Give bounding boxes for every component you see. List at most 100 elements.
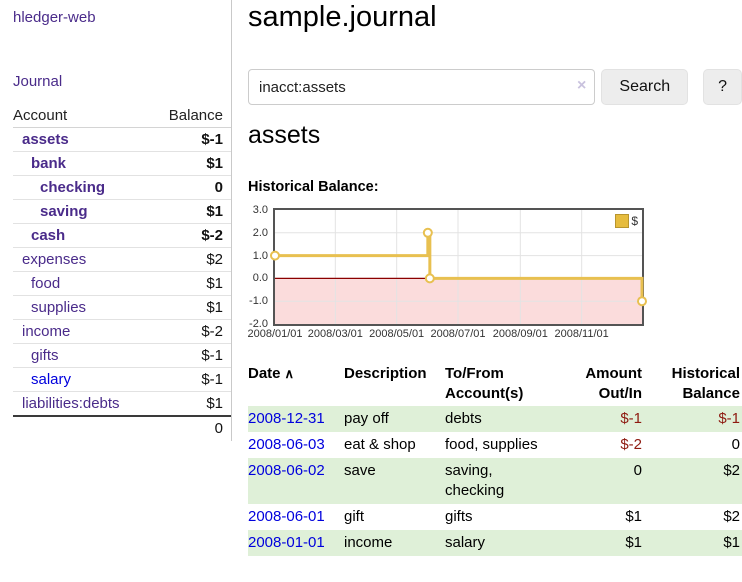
x-axis-tick-label: 2008/01/01 (247, 328, 303, 340)
account-link-supplies[interactable]: supplies (31, 299, 87, 316)
historical-balance-chart: $ 3.0 2.0 1.0 0.0 -1.0 -2.0 2008/01/01 2008/03/… (247, 202, 742, 344)
account-row: expenses $2 (13, 247, 231, 272)
accounts-table: Account Balance assets $-1 bank $1 check… (13, 104, 231, 440)
account-balance: $-2 (150, 319, 231, 344)
account-row: food $1 (13, 271, 231, 296)
transaction-amount: $-1 (620, 410, 642, 427)
account-link-saving[interactable]: saving (40, 203, 88, 220)
transaction-row: 2008-12-31 pay off debts $-1 $-1 (248, 406, 742, 432)
transaction-accounts: gifts (445, 508, 473, 525)
account-link-expenses[interactable]: expenses (22, 251, 87, 268)
account-balance: $1 (150, 151, 231, 176)
accounts-table-header: Account Balance (13, 104, 231, 128)
clear-search-icon[interactable]: × (577, 77, 587, 94)
account-balance: $1 (150, 199, 231, 224)
transaction-amount: 0 (633, 462, 642, 479)
amount-column-header: Amount Out/In (585, 365, 642, 402)
main-content: sample.journal × Search ? assets Histori… (247, 0, 742, 582)
account-link-gifts[interactable]: gifts (31, 347, 59, 364)
transaction-row: 2008-06-03 eat & shop food, supplies $-2… (248, 432, 742, 458)
transaction-balance: $1 (723, 534, 740, 551)
transaction-date-link[interactable]: 2008-06-01 (248, 508, 325, 525)
x-axis-tick-label: 2008/05/01 (369, 328, 425, 340)
x-axis-tick-label: 2008/09/01 (492, 328, 548, 340)
account-link-assets[interactable]: assets (22, 131, 69, 148)
account-row: cash $-2 (13, 223, 231, 248)
description-column-header: Description (344, 365, 427, 382)
y-axis-tick-label: 3.0 (252, 204, 268, 216)
transaction-accounts: debts (445, 410, 482, 427)
legend-label: $ (631, 214, 638, 228)
transaction-amount: $1 (625, 534, 642, 551)
tofrom-column-header: To/From Account(s) (445, 365, 524, 402)
x-axis-tick-label: 2008/03/01 (307, 328, 363, 340)
transaction-description: gift (344, 508, 365, 525)
transaction-balance: $2 (723, 462, 740, 479)
account-row: assets $-1 (13, 127, 231, 152)
legend-swatch-icon (615, 214, 630, 228)
sidebar-item-journal[interactable]: Journal (13, 73, 63, 90)
account-balance: $-2 (150, 223, 231, 248)
transaction-amount: $1 (625, 508, 642, 525)
y-axis-tick-label: -2.0 (249, 318, 268, 330)
account-row: bank $1 (13, 151, 231, 176)
transactions-table: Date ∧ Description To/From Account(s) Amo… (248, 362, 742, 556)
account-row: salary $-1 (13, 367, 231, 392)
transactions-header-row: Date ∧ Description To/From Account(s) Amo… (248, 362, 742, 406)
account-balance: $1 (150, 271, 231, 296)
y-axis-tick-label: 0.0 (252, 272, 268, 285)
transaction-description: income (344, 534, 393, 551)
transaction-date-link[interactable]: 2008-06-02 (248, 462, 325, 479)
search-form: × Search ? (248, 69, 742, 105)
transaction-amount: $-2 (620, 436, 642, 453)
transaction-date-link[interactable]: 2008-06-03 (248, 436, 325, 453)
account-link-salary[interactable]: salary (31, 371, 72, 388)
help-button[interactable]: ? (703, 69, 742, 105)
account-balance: $-1 (150, 367, 231, 392)
transaction-date-link[interactable]: 2008-01-01 (248, 534, 325, 551)
account-row: income $-2 (13, 319, 231, 344)
transaction-description: eat & shop (344, 436, 416, 453)
sidebar: hledger-web Journal Account Balance asse… (0, 0, 232, 441)
account-balance: $1 (150, 295, 231, 320)
app-title-link[interactable]: hledger-web (13, 9, 96, 26)
accounts-total-value: 0 (150, 415, 231, 440)
y-axis-tick-label: 2.0 (252, 226, 268, 239)
account-link-income[interactable]: income (22, 323, 71, 340)
transaction-balance: 0 (731, 436, 740, 453)
account-link-checking[interactable]: checking (40, 179, 106, 196)
search-input[interactable] (248, 69, 596, 105)
transaction-row: 2008-06-02 save saving, checking 0 $2 (248, 458, 742, 504)
account-link-food[interactable]: food (31, 275, 61, 292)
account-balance: $-1 (150, 343, 231, 368)
account-balance: $2 (150, 247, 231, 272)
search-button[interactable]: Search (601, 69, 689, 105)
transaction-date-link[interactable]: 2008-12-31 (248, 410, 325, 427)
y-axis-tick-label: -1.0 (249, 295, 268, 308)
y-axis-tick-label: 1.0 (252, 249, 268, 262)
account-link-bank[interactable]: bank (31, 155, 67, 172)
account-row: gifts $-1 (13, 343, 231, 368)
chart-legend: $ (615, 214, 638, 228)
account-link-cash[interactable]: cash (31, 227, 66, 244)
transaction-accounts: salary (445, 534, 486, 551)
account-row: supplies $1 (13, 295, 231, 320)
x-axis-tick-label: 2008/07/01 (430, 328, 486, 340)
transaction-description: pay off (344, 410, 389, 427)
balance-column-header: Balance (150, 104, 231, 128)
transaction-balance: $2 (723, 508, 740, 525)
account-link-liabilities-debts[interactable]: liabilities:debts (22, 395, 120, 412)
account-heading: assets (248, 121, 321, 149)
account-balance: $1 (150, 391, 231, 417)
transaction-accounts: saving, checking (445, 462, 505, 499)
transaction-balance: $-1 (718, 410, 740, 427)
chart-title: Historical Balance: (248, 179, 379, 195)
account-row: liabilities:debts $1 (13, 391, 231, 417)
account-column-header: Account (13, 104, 151, 128)
date-column-header[interactable]: Date ∧ (248, 365, 295, 382)
account-row: checking 0 (13, 175, 231, 200)
transaction-row: 2008-01-01 income salary $1 $1 (248, 530, 742, 556)
transaction-description: save (344, 462, 376, 479)
chart-plot-area: $ (270, 208, 647, 326)
account-balance: $-1 (150, 127, 231, 152)
